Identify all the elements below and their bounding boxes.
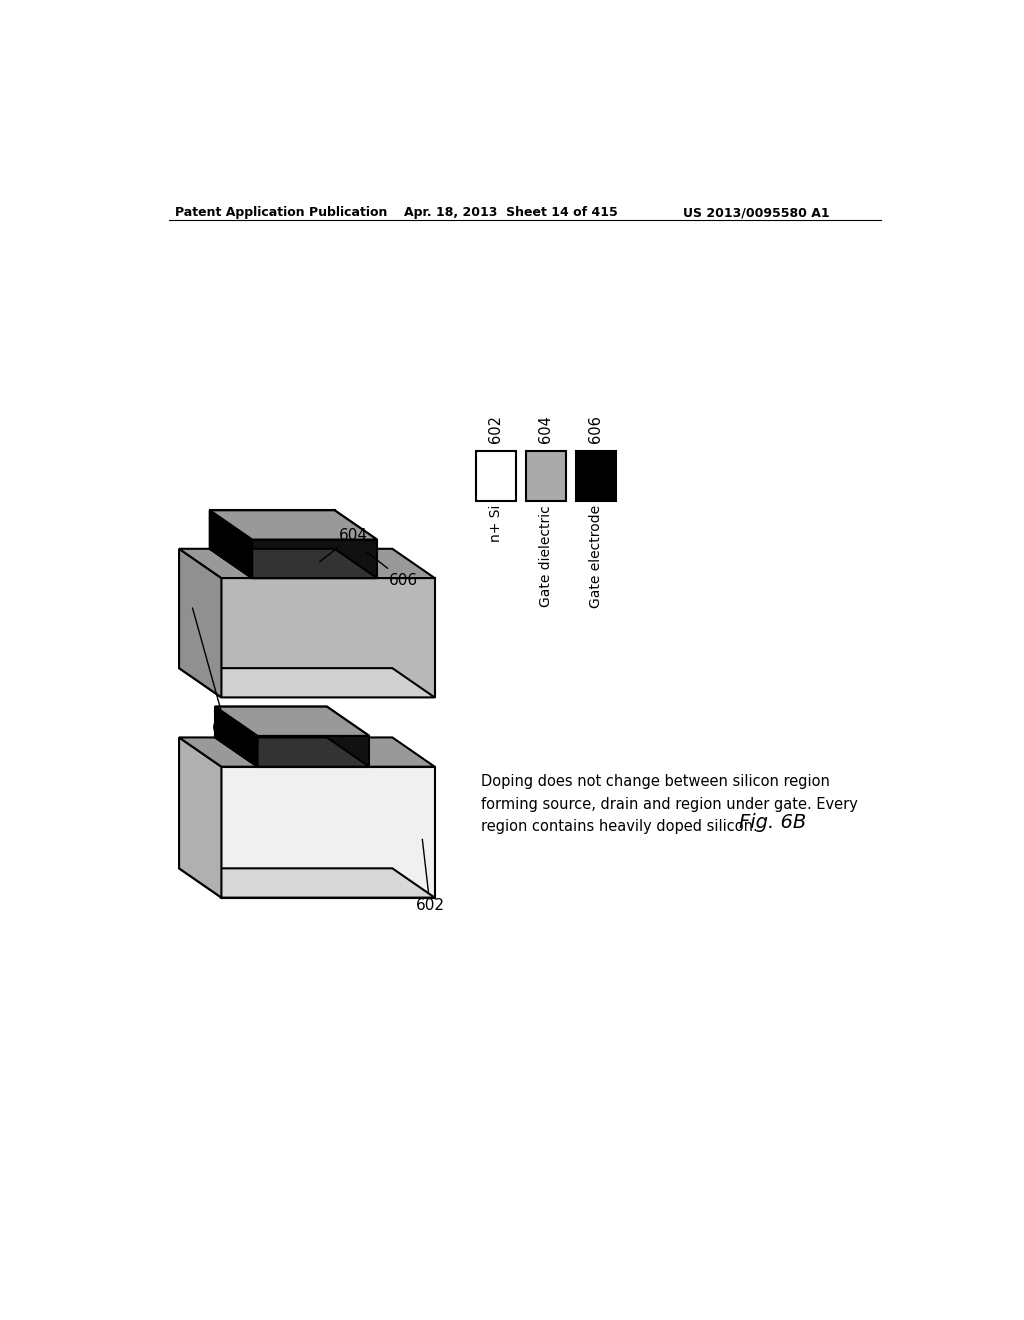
Polygon shape (215, 706, 258, 767)
Polygon shape (210, 549, 377, 578)
Text: Gate dielectric: Gate dielectric (539, 506, 553, 607)
Polygon shape (210, 511, 377, 540)
Text: Apr. 18, 2013  Sheet 14 of 415: Apr. 18, 2013 Sheet 14 of 415 (403, 206, 617, 219)
Text: Doping does not change between silicon region
forming source, drain and region u: Doping does not change between silicon r… (481, 775, 858, 834)
Polygon shape (215, 706, 370, 737)
Text: 604: 604 (538, 416, 553, 444)
Polygon shape (215, 706, 327, 738)
Polygon shape (210, 511, 252, 578)
Polygon shape (179, 668, 435, 697)
Polygon shape (179, 549, 221, 697)
Polygon shape (210, 511, 335, 549)
Text: 606: 606 (367, 552, 418, 587)
Polygon shape (575, 451, 615, 502)
Polygon shape (179, 738, 435, 767)
Polygon shape (210, 511, 377, 540)
Text: US 2013/0095580 A1: US 2013/0095580 A1 (683, 206, 830, 219)
Polygon shape (258, 737, 370, 767)
Polygon shape (221, 767, 435, 898)
Text: n+ Si: n+ Si (488, 506, 503, 543)
Text: Patent Application Publication: Patent Application Publication (175, 206, 388, 219)
Polygon shape (215, 738, 370, 767)
Text: Gate electrode: Gate electrode (589, 506, 603, 609)
Polygon shape (179, 869, 435, 898)
Text: 606: 606 (193, 609, 241, 735)
Text: 606: 606 (588, 416, 603, 444)
Polygon shape (210, 549, 377, 578)
Polygon shape (179, 738, 221, 898)
Polygon shape (475, 451, 515, 502)
Text: 602: 602 (488, 416, 503, 444)
Polygon shape (525, 451, 565, 502)
Text: Fig. 6B: Fig. 6B (739, 813, 806, 832)
Polygon shape (215, 706, 370, 737)
Text: 604: 604 (319, 528, 368, 562)
Text: 602: 602 (416, 840, 444, 913)
Polygon shape (210, 511, 252, 578)
Polygon shape (221, 578, 435, 697)
Polygon shape (215, 706, 258, 767)
Polygon shape (179, 549, 435, 578)
Polygon shape (252, 540, 377, 578)
